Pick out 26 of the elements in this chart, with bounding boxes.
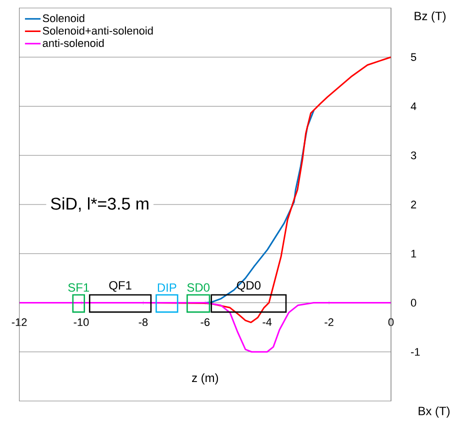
legend-label: anti-solenoid (42, 38, 104, 48)
legend-label: Solenoid (42, 14, 84, 22)
x-tick-label: 0 (388, 318, 394, 326)
x-tick-label: -4 (262, 318, 272, 326)
x-tick-label: -6 (200, 318, 210, 326)
y-tick-label: 3 (410, 152, 416, 160)
x-tick-label: -10 (74, 318, 89, 326)
annotation: QD0 (236, 281, 261, 292)
x-axis-title: z (m) (192, 373, 218, 384)
annotation: SD0 (187, 283, 210, 292)
annotation: DIP (158, 284, 176, 292)
y-tick-label: -1 (411, 348, 420, 356)
annotation: SF1 (68, 283, 89, 292)
y-tick-label: 0 (410, 298, 416, 307)
y-tick-label: 2 (411, 200, 416, 208)
y-tick-label: 1 (411, 250, 416, 258)
legend-label: Solenoid+anti-solenoid (42, 26, 153, 35)
annotation: QF1 (109, 281, 132, 292)
text: Bx (T) (418, 406, 450, 418)
y-tick-label: 4 (410, 102, 416, 110)
x-tick-label: -2 (324, 318, 334, 326)
y-tick-label: 5 (410, 53, 416, 61)
x-tick-label: -12 (12, 318, 27, 326)
x-tick-label: -8 (138, 318, 148, 326)
y-axis-title: Bz (T) (414, 11, 446, 23)
annotation: SiD, l*=3.5 m (50, 197, 148, 212)
